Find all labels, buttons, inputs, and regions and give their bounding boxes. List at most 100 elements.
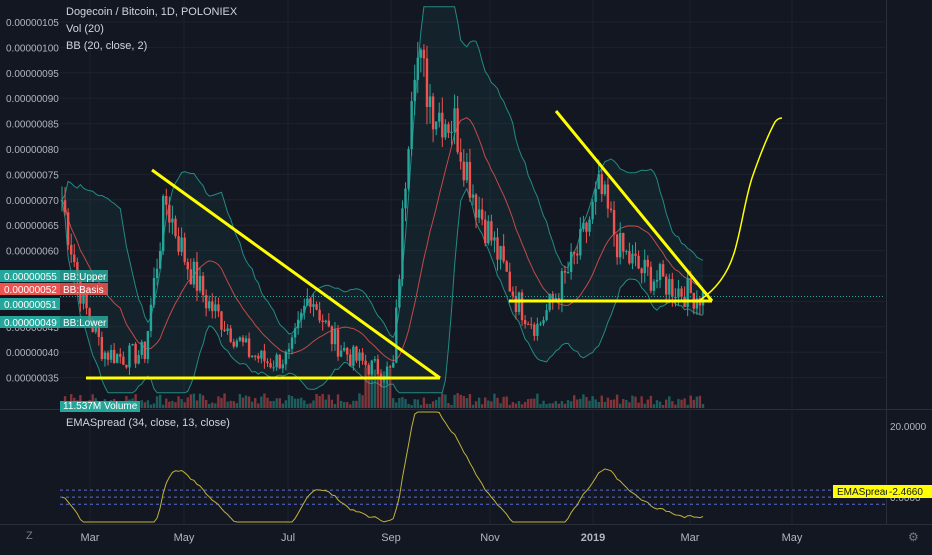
candle-body bbox=[438, 112, 441, 122]
bollinger-indicator-legend[interactable]: BB (20, close, 2) bbox=[66, 40, 148, 52]
volume-bar bbox=[551, 403, 554, 408]
volume-bar bbox=[566, 400, 570, 408]
volume-bar bbox=[582, 394, 585, 408]
volume-bar bbox=[416, 399, 419, 408]
volume-bar bbox=[606, 397, 610, 408]
volume-bar bbox=[526, 399, 530, 408]
volume-bar bbox=[232, 401, 235, 408]
volume-bar bbox=[548, 403, 551, 408]
candle-body bbox=[189, 269, 193, 285]
volume-bar bbox=[404, 399, 407, 408]
volume-indicator-legend[interactable]: Vol (20) bbox=[66, 23, 104, 35]
candle-body bbox=[392, 362, 395, 368]
volume-bar bbox=[330, 399, 334, 408]
timezone-z-icon[interactable]: Z bbox=[26, 530, 33, 542]
candle-body bbox=[536, 323, 539, 336]
volume-bar bbox=[487, 400, 490, 408]
candle-body bbox=[336, 329, 340, 357]
volume-bar bbox=[349, 404, 352, 408]
candle-body bbox=[257, 355, 260, 359]
candle-body bbox=[514, 295, 518, 312]
volume-bar bbox=[594, 399, 597, 408]
candle-body bbox=[618, 233, 622, 258]
candle-body bbox=[502, 246, 505, 262]
candle-body bbox=[229, 328, 232, 342]
candle-body bbox=[60, 200, 64, 202]
volume-bar bbox=[438, 396, 441, 408]
candle-body bbox=[211, 301, 214, 312]
volume-bar bbox=[226, 401, 229, 408]
volume-bar bbox=[333, 403, 337, 408]
emaspread-badge-tag bbox=[833, 485, 887, 498]
volume-bar bbox=[300, 397, 303, 408]
settings-gear-icon[interactable]: ⚙ bbox=[908, 530, 919, 544]
candle-body bbox=[171, 218, 174, 223]
volume-bar bbox=[250, 401, 254, 408]
volume-bar bbox=[484, 397, 487, 408]
volume-bar bbox=[677, 399, 680, 408]
volume-bar bbox=[367, 368, 370, 408]
volume-bar bbox=[530, 398, 533, 408]
candle-body bbox=[137, 355, 140, 364]
candle-body bbox=[407, 149, 410, 189]
candle-body bbox=[640, 268, 643, 274]
candle-body bbox=[545, 310, 548, 321]
price-badge-value: 0.00000051 bbox=[4, 300, 57, 311]
candle-body bbox=[496, 237, 499, 260]
volume-bar bbox=[208, 403, 211, 408]
candle-body bbox=[122, 356, 125, 365]
candle-body bbox=[655, 279, 659, 282]
candle-body bbox=[315, 304, 318, 310]
candle-body bbox=[416, 57, 419, 80]
candle-body bbox=[450, 131, 453, 133]
candle-body bbox=[152, 278, 156, 305]
volume-bar bbox=[321, 393, 324, 408]
volume-bar bbox=[324, 399, 327, 408]
volume-bar bbox=[523, 401, 527, 408]
candle-body bbox=[484, 219, 487, 244]
candle-body bbox=[511, 291, 515, 296]
candle-body bbox=[686, 278, 689, 307]
candle-body bbox=[303, 305, 306, 313]
volume-bar bbox=[655, 400, 659, 408]
candle-body bbox=[278, 354, 281, 369]
candle-body bbox=[661, 264, 665, 277]
candle-body bbox=[631, 253, 634, 264]
volume-bar bbox=[352, 400, 355, 408]
volume-bar bbox=[312, 400, 315, 408]
volume-bar bbox=[355, 400, 358, 408]
volume-bar bbox=[379, 369, 383, 408]
volume-bar bbox=[600, 395, 603, 408]
candle-body bbox=[94, 325, 97, 332]
volume-bar bbox=[505, 396, 508, 408]
emaspread-title[interactable]: EMASpread (34, close, 13, close) bbox=[66, 417, 230, 429]
candle-body bbox=[441, 112, 444, 138]
candle-body bbox=[671, 279, 674, 298]
volume-bar bbox=[398, 397, 401, 408]
bb-basis-badge bbox=[0, 283, 60, 295]
volume-bar bbox=[658, 401, 662, 408]
candle-body bbox=[208, 301, 211, 309]
volume-bar bbox=[149, 404, 153, 408]
candle-body bbox=[465, 161, 469, 181]
volume-bar bbox=[533, 398, 536, 408]
volume-bar bbox=[284, 400, 288, 408]
volume-bar bbox=[450, 404, 453, 408]
volume-bar bbox=[143, 402, 147, 408]
volume-bar bbox=[229, 400, 232, 408]
volume-bar bbox=[318, 395, 321, 408]
volume-bar bbox=[254, 397, 257, 408]
volume-bar bbox=[480, 404, 484, 408]
volume-bar bbox=[425, 403, 429, 408]
volume-bar bbox=[664, 399, 668, 408]
volume-bar bbox=[680, 399, 683, 408]
candle-body bbox=[563, 271, 567, 273]
candle-body bbox=[312, 304, 315, 307]
candle-body bbox=[70, 244, 73, 255]
volume-bar bbox=[643, 403, 646, 408]
price-tick-label: 0.00000080 bbox=[6, 145, 59, 156]
volume-bar bbox=[471, 404, 475, 408]
candle-body bbox=[410, 100, 413, 150]
